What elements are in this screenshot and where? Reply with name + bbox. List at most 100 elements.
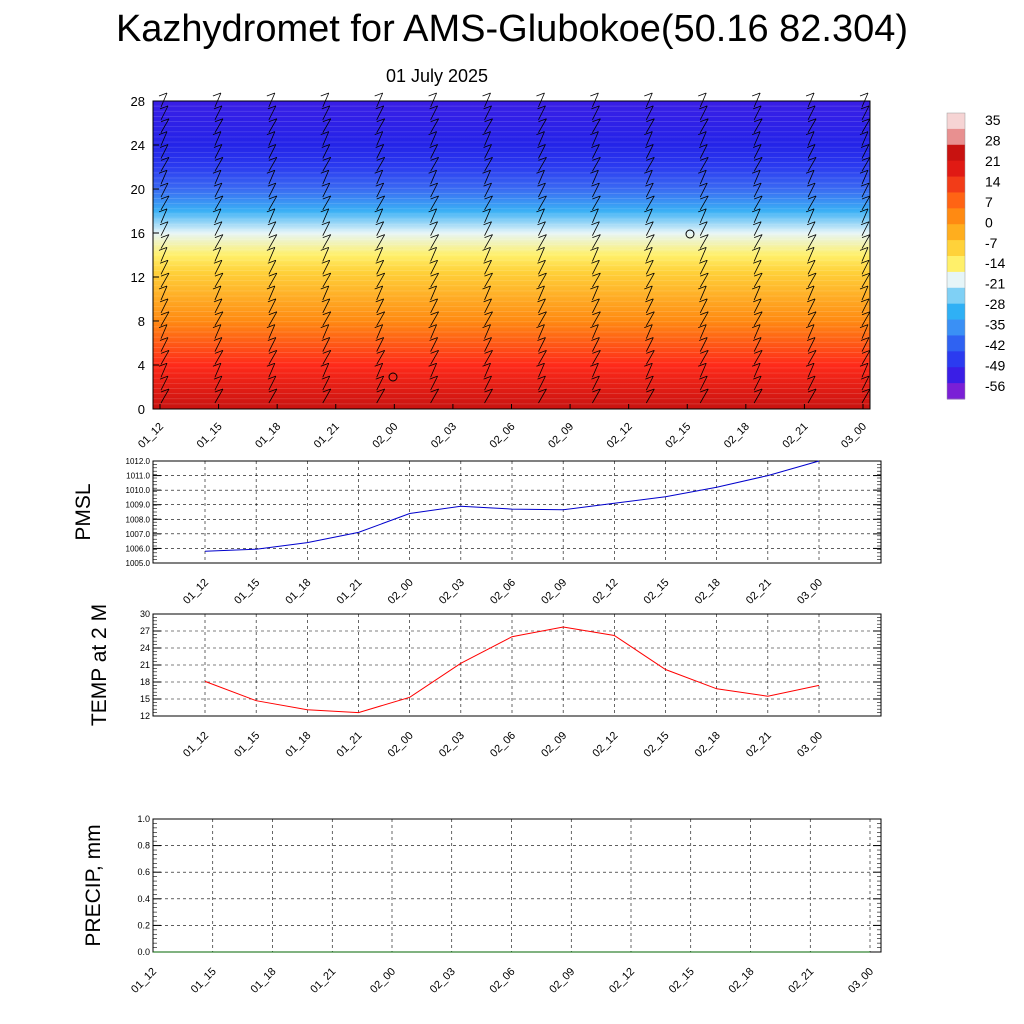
colorbar-label: -7	[985, 235, 998, 251]
wind-barb-flag	[538, 118, 547, 123]
wind-barb	[807, 285, 815, 301]
wind-barb	[214, 298, 223, 314]
wind-barb-flag	[482, 131, 491, 135]
wind-barb	[214, 363, 222, 378]
wind-barb-flag	[646, 272, 655, 277]
wind-barb-flag	[320, 208, 329, 213]
wind-barb	[160, 118, 170, 133]
colorbar-label: -42	[985, 337, 1005, 353]
wind-barb	[538, 363, 545, 378]
wind-barb	[214, 324, 222, 339]
wind-barb	[430, 144, 438, 159]
wind-barb	[160, 337, 169, 352]
wind-barb	[430, 272, 439, 288]
wind-barb-flag	[212, 131, 222, 135]
wind-barb-flag	[698, 208, 707, 213]
wind-barb	[484, 92, 491, 108]
wind-barb-flag	[592, 350, 601, 354]
wind-barb-flag	[536, 169, 545, 174]
colorbar-segment	[947, 208, 965, 225]
wind-barb	[645, 363, 653, 378]
wind-barb-flag	[699, 298, 708, 303]
wind-barb-flag	[700, 195, 709, 200]
wind-barb	[592, 285, 599, 301]
wind-barb-flag	[859, 324, 869, 329]
wind-barb-flag	[806, 259, 816, 264]
x-tick-label: 02_03	[437, 730, 467, 760]
wind-barb-flag	[646, 350, 655, 354]
panel-frame	[152, 613, 882, 717]
wind-barb-flag	[645, 298, 654, 303]
y-tick-label: 20	[131, 182, 145, 197]
wind-barb	[214, 195, 224, 211]
wind-barb	[645, 170, 653, 185]
wind-barb-flag	[645, 337, 654, 341]
wind-barb-flag	[213, 337, 223, 341]
wind-barb-flag	[646, 156, 655, 161]
wind-barb	[376, 311, 386, 326]
wind-barb-flag	[321, 259, 330, 264]
wind-barb	[322, 195, 332, 211]
y-tick-label: 1007.0	[126, 530, 151, 539]
wind-barb	[484, 234, 493, 249]
wind-barb-flag	[536, 324, 545, 329]
wind-barb	[861, 157, 871, 172]
wind-barb	[753, 157, 763, 172]
colorbar-label: 21	[985, 153, 1001, 169]
wind-barb-flag	[321, 337, 330, 341]
wind-barb	[214, 182, 223, 198]
wind-barb	[538, 337, 546, 352]
wind-barb	[538, 118, 547, 133]
wind-barb	[592, 324, 599, 339]
wind-barb-flag	[754, 118, 763, 123]
x-tick-label: 03_00	[846, 966, 876, 996]
wind-barb-flag	[644, 324, 653, 329]
wind-barb	[484, 105, 492, 121]
colorbar-segment	[947, 351, 965, 368]
y-tick-label: 0.6	[137, 867, 150, 877]
wind-barb	[861, 234, 871, 249]
wind-barb	[699, 170, 707, 185]
wind-barb-flag	[320, 92, 329, 97]
colorbar-segment	[947, 160, 965, 178]
wind-barb	[645, 92, 653, 108]
y-tick-label: 24	[131, 138, 145, 153]
wind-barb	[645, 311, 655, 326]
wind-barb	[214, 260, 223, 275]
wind-barb-flag	[644, 131, 653, 135]
wind-barb-flag	[213, 182, 223, 187]
wind-barb-flag	[268, 350, 277, 354]
wind-barb	[699, 337, 708, 352]
wind-barb	[538, 105, 546, 121]
wind-barb-flag	[158, 131, 168, 135]
wind-barb-flag	[590, 208, 599, 213]
wind-barb-flag	[754, 311, 763, 316]
wind-barb-flag	[428, 362, 437, 367]
wind-barb	[807, 170, 815, 185]
wind-barb	[807, 182, 816, 198]
wind-barb	[753, 324, 761, 339]
wind-barb	[592, 221, 600, 236]
wind-barb-flag	[212, 208, 222, 213]
wind-barb	[322, 285, 330, 301]
y-tick-label: 0.2	[137, 920, 150, 930]
x-tick-label: 01_18	[253, 421, 283, 451]
wind-barb	[268, 272, 278, 288]
wind-barb-flag	[591, 105, 600, 110]
wind-barb-flag	[430, 311, 439, 316]
wind-barb-flag	[375, 144, 384, 148]
x-tick-label: 03_00	[795, 577, 825, 607]
wind-barb-flag	[646, 388, 655, 393]
wind-barb-flag	[375, 105, 384, 110]
y-tick-label: 1.0	[137, 814, 150, 824]
wind-barb	[322, 157, 332, 172]
wind-barb	[268, 221, 277, 236]
wind-barb	[538, 221, 546, 236]
wind-barb	[807, 337, 816, 352]
x-tick-label: 02_21	[744, 577, 774, 607]
wind-barb	[861, 105, 870, 121]
wind-barb-flag	[699, 144, 708, 148]
wind-barb-flag	[160, 311, 170, 316]
x-tick-label: 02_03	[428, 966, 458, 996]
